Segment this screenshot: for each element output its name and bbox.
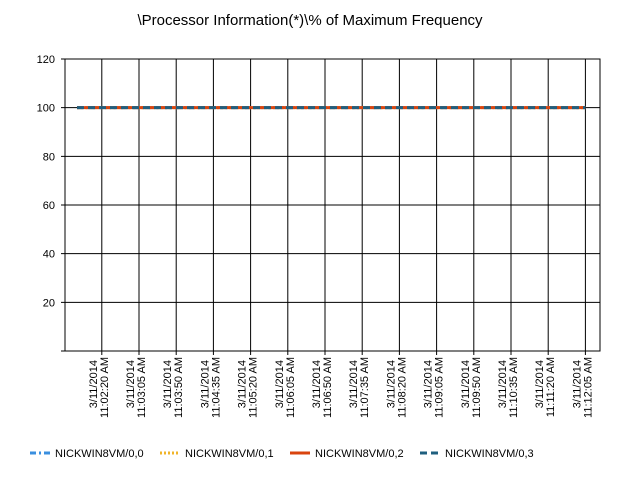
chart-title: \Processor Information(*)\% of Maximum F…	[137, 12, 483, 29]
x-tick-label: 3/11/2014 11:08:20 AM	[385, 357, 408, 418]
x-tick-label: 3/11/2014 11:05:20 AM	[237, 357, 260, 418]
x-tick-label: 3/11/2014 11:06:05 AM	[274, 357, 297, 418]
y-tick-label: 60	[43, 200, 55, 212]
x-tick-label: 3/11/2014 11:11:20 AM	[534, 357, 557, 417]
x-tick-label: 3/11/2014 11:10:35 AM	[497, 357, 520, 418]
x-tick-label: 3/11/2014 11:07:35 AM	[348, 357, 371, 418]
legend-label: NICKWIN8VM/0,3	[445, 448, 534, 460]
x-tick-label: 3/11/2014 11:09:50 AM	[460, 357, 483, 418]
y-tick-label: 80	[43, 151, 55, 163]
x-tick-label: 3/11/2014 11:03:05 AM	[125, 357, 148, 418]
x-tick-label: 3/11/2014 11:06:50 AM	[311, 357, 334, 418]
x-tick-label: 3/11/2014 11:04:35 AM	[199, 357, 222, 418]
y-tick-label: 20	[43, 297, 55, 309]
y-tick-label: 100	[37, 103, 55, 115]
legend-label: NICKWIN8VM/0,2	[315, 448, 404, 460]
x-tick-label: 3/11/2014 11:03:50 AM	[162, 357, 185, 418]
legend-label: NICKWIN8VM/0,0	[55, 448, 144, 460]
x-tick-label: 3/11/2014 11:09:05 AM	[423, 357, 446, 418]
legend-label: NICKWIN8VM/0,1	[185, 448, 274, 460]
y-tick-label: 120	[37, 54, 55, 66]
y-tick-label: 40	[43, 249, 55, 261]
x-tick-label: 3/11/2014 11:12:05 AM	[571, 357, 594, 418]
x-tick-label: 3/11/2014 11:02:20 AM	[88, 357, 111, 418]
